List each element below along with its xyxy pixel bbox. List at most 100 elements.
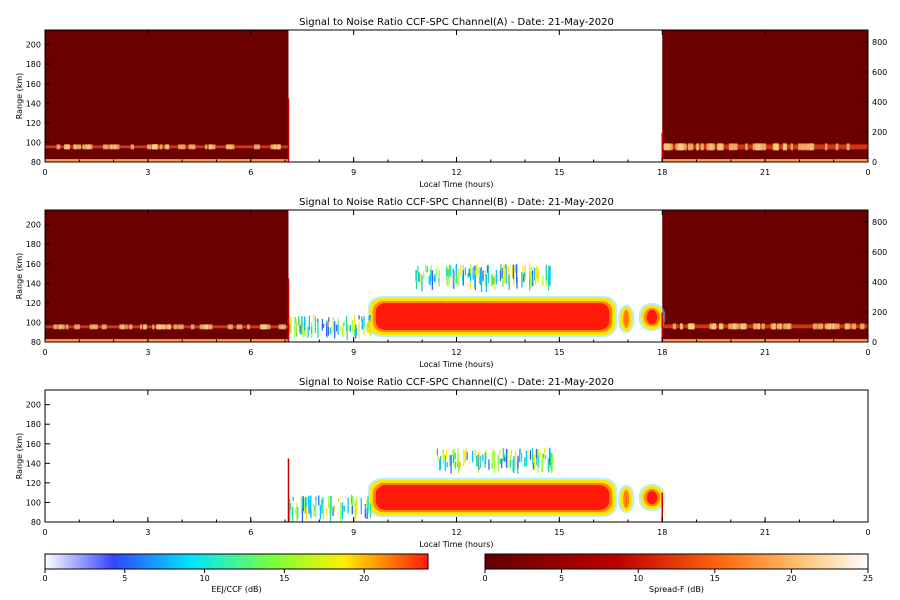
spread-f-block [662,210,868,342]
eej-echo-streak [502,278,504,286]
chart-title: Signal to Noise Ratio CCF-SPC Channel(B)… [299,197,614,208]
eej-echo-streak [366,501,368,520]
x-tick-label: 21 [760,528,770,537]
eej-echo-streak [459,461,461,467]
spread-f-speckle [790,143,793,151]
eej-echo-streak [549,448,551,458]
spread-f-speckle [680,323,683,330]
spread-f-speckle [719,323,724,330]
eej-echo-streak [474,449,476,457]
spread-f-speckle [82,144,88,150]
y-tick-label: 140 [26,459,41,468]
eej-echo-streak [511,265,514,278]
eej-echo-streak [486,265,489,273]
spread-f-speckle [56,144,61,150]
spread-f-speckle [154,144,159,150]
colorbar-2: 0 5 10 15 20 25 Spread-F (dB) [482,553,873,594]
eej-echo-streak [431,272,434,290]
y-tick-label: 200 [26,401,41,410]
eej-echo-streak [508,274,510,290]
spread-f-speckle [205,324,209,330]
eej-echo-streak [369,499,372,504]
eej-echo-streak [491,451,494,468]
eej-echo-streak [308,495,310,507]
spread-f-speckle [103,144,109,150]
eej-echo-streak [341,505,344,520]
spread-f-speckle [163,324,167,330]
spread-f-speckle [712,323,717,330]
eej-echo-streak [415,269,418,290]
spread-f-speckle [178,144,182,150]
eej-echo-streak [351,494,353,504]
spread-f-speckle [152,324,155,330]
eej-echo-streak [317,321,319,339]
eej-echo-streak [550,453,552,468]
spread-f-speckle [278,324,283,330]
eej-echo-streak [297,507,299,520]
x-tick-label: 3 [145,528,150,537]
eej-echo-streak [487,264,490,284]
eej-echo-streak [310,495,312,511]
eej-echo-streak [504,456,506,462]
chart-panel-3: Signal to Noise Ratio CCF-SPC Channel(C)… [15,377,871,549]
spread-f-speckle [770,323,775,330]
y-tick-label: 120 [26,119,41,128]
spread-f-speckle [277,144,281,150]
eej-echo-streak [367,496,369,514]
x-tick-label: 9 [351,528,356,537]
eej-echo-streak [361,319,363,330]
eej-echo-streak [291,506,294,522]
spread-f-speckle [829,323,835,330]
spread-f-speckle [832,323,838,330]
eej-echo-streak [458,268,460,286]
eej-echo-streak [523,273,525,283]
eej-echo-streak [525,450,527,467]
spread-f-speckle [181,144,186,150]
eej-echo-streak [445,266,448,277]
eej-echo-streak [436,448,439,456]
eej-echo-streak [531,270,534,287]
eej-echo-streak [341,502,344,508]
eej-echo-streak [531,448,534,465]
spread-f-speckle [731,143,738,151]
spread-f-speckle [672,323,677,330]
eej-echo-streak [328,317,330,322]
spread-f-speckle [817,323,824,330]
eej-echo-streak [332,506,335,513]
eej-echo-streak [514,450,517,470]
eej-echo-streak [464,451,466,463]
spread-f-speckle [706,143,711,151]
spread-f-speckle [700,143,704,151]
eej-echo-streak [535,449,538,458]
spread-f-speckle [824,143,828,151]
spread-f-speckle [128,324,133,330]
y-tick-label: 140 [26,279,41,288]
spread-f-echo-band [662,324,868,329]
spread-f-speckle [668,143,673,151]
eej-echo-streak [292,496,294,501]
eej-echo-streak [532,274,535,287]
eej-core [646,309,658,325]
colorbar-tick-label: 15 [279,574,289,583]
eej-echo-streak [534,453,536,468]
spread-f-speckle [159,144,163,150]
spread-f-speckle [173,324,178,330]
eej-echo-streak [548,266,550,285]
eej-echo-streak [476,263,478,277]
colorbar-tick-label: 0 [482,574,487,583]
eej-echo-streak [351,501,353,506]
colorbar-tick-label: 5 [122,574,127,583]
eej-echo-streak [307,326,309,338]
x-tick-label: 3 [145,168,150,177]
x-tick-label: 15 [554,348,564,357]
eej-echo-streak [349,324,352,332]
eej-echo-streak [453,276,456,282]
eej-echo-streak [497,274,499,282]
eej-echo-streak [295,506,297,516]
eej-echo-streak [549,266,551,286]
eej-echo-streak [537,268,539,283]
eej-echo-streak [443,454,445,459]
spread-f-speckle [158,324,165,330]
eej-echo-streak [434,274,436,283]
colorbar-tick-label: 0 [42,574,47,583]
